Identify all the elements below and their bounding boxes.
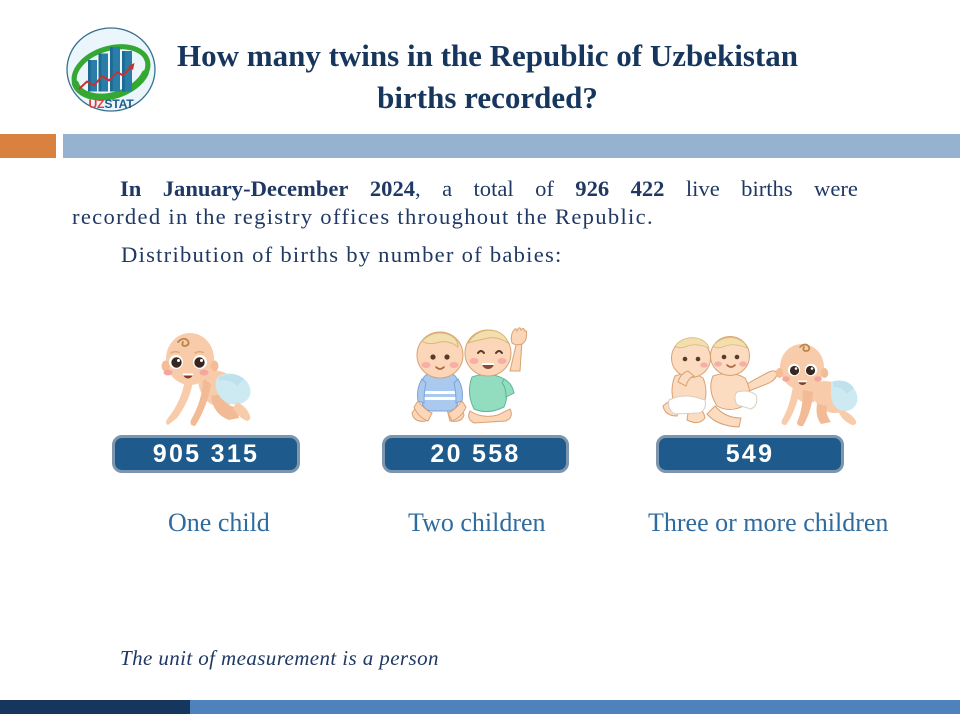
svg-text:UZSTAT: UZSTAT — [88, 97, 134, 111]
